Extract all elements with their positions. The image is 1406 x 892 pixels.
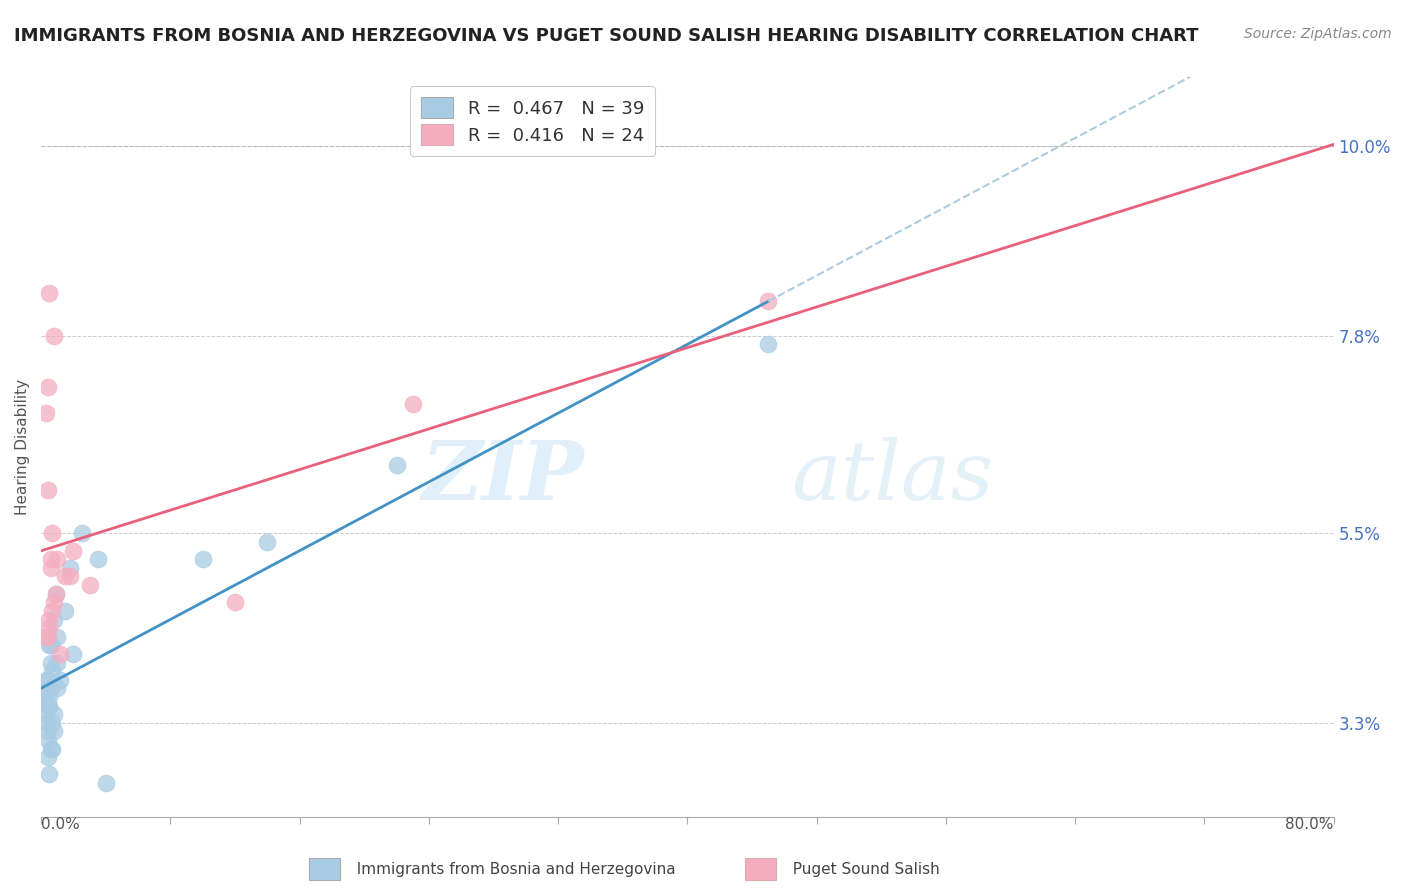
- Point: [39, 561, 62, 575]
- Point: [45, 587, 67, 601]
- Point: [37, 733, 59, 747]
- Point: [59, 561, 82, 575]
- Point: [402, 397, 425, 411]
- Point: [49, 673, 72, 687]
- Point: [62, 647, 84, 661]
- Text: Immigrants from Bosnia and Herzegovina: Immigrants from Bosnia and Herzegovina: [347, 863, 676, 877]
- Y-axis label: Hearing Disability: Hearing Disability: [15, 379, 30, 516]
- Point: [35, 406, 58, 420]
- Text: 0.0%: 0.0%: [41, 817, 80, 832]
- Text: 80.0%: 80.0%: [1285, 817, 1334, 832]
- Point: [385, 458, 408, 472]
- Point: [256, 535, 278, 549]
- Point: [42, 724, 65, 739]
- Point: [38, 690, 60, 704]
- Point: [41, 526, 63, 541]
- Point: [86, 552, 108, 566]
- Point: [37, 724, 59, 739]
- Point: [756, 294, 779, 309]
- Point: [37, 630, 59, 644]
- Point: [34, 690, 56, 704]
- Point: [756, 337, 779, 351]
- Point: [53, 604, 76, 618]
- Text: IMMIGRANTS FROM BOSNIA AND HERZEGOVINA VS PUGET SOUND SALISH HEARING DISABILITY : IMMIGRANTS FROM BOSNIA AND HERZEGOVINA V…: [14, 27, 1198, 45]
- Point: [42, 595, 65, 609]
- Point: [62, 543, 84, 558]
- Text: Puget Sound Salish: Puget Sound Salish: [783, 863, 939, 877]
- Point: [41, 664, 63, 678]
- Point: [46, 681, 69, 696]
- Point: [79, 578, 101, 592]
- Point: [41, 741, 63, 756]
- Point: [42, 613, 65, 627]
- Point: [38, 285, 60, 300]
- Point: [41, 604, 63, 618]
- Point: [35, 707, 58, 722]
- Point: [46, 630, 69, 644]
- Point: [94, 776, 117, 790]
- Text: atlas: atlas: [790, 437, 993, 517]
- Point: [37, 380, 59, 394]
- Point: [224, 595, 246, 609]
- Point: [35, 673, 58, 687]
- Point: [37, 750, 59, 764]
- Point: [37, 673, 59, 687]
- Point: [41, 715, 63, 730]
- Point: [46, 656, 69, 670]
- Point: [39, 656, 62, 670]
- Point: [38, 613, 60, 627]
- Point: [49, 647, 72, 661]
- Point: [59, 569, 82, 583]
- Point: [38, 638, 60, 652]
- Point: [53, 569, 76, 583]
- Point: [35, 690, 58, 704]
- Point: [45, 587, 67, 601]
- Point: [42, 328, 65, 343]
- Point: [39, 681, 62, 696]
- Point: [38, 698, 60, 713]
- Point: [35, 630, 58, 644]
- Point: [39, 638, 62, 652]
- Point: [70, 526, 93, 541]
- Point: [42, 707, 65, 722]
- Point: [39, 741, 62, 756]
- Point: [38, 767, 60, 781]
- Point: [35, 715, 58, 730]
- Text: Source: ZipAtlas.com: Source: ZipAtlas.com: [1244, 27, 1392, 41]
- Point: [37, 483, 59, 498]
- Point: [191, 552, 214, 566]
- Point: [46, 552, 69, 566]
- Text: ZIP: ZIP: [422, 437, 583, 517]
- Point: [39, 552, 62, 566]
- Point: [37, 698, 59, 713]
- Legend: R =  0.467   N = 39, R =  0.416   N = 24: R = 0.467 N = 39, R = 0.416 N = 24: [409, 87, 655, 156]
- Point: [38, 621, 60, 635]
